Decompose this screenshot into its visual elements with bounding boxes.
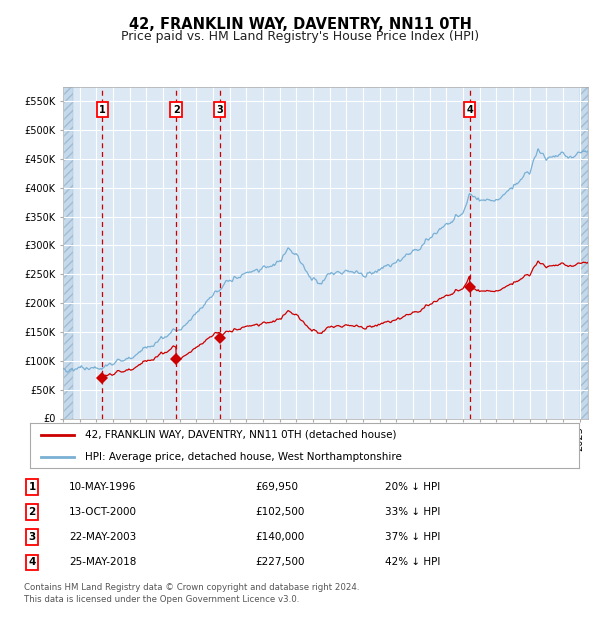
Bar <box>63 87 73 419</box>
Text: HPI: Average price, detached house, West Northamptonshire: HPI: Average price, detached house, West… <box>85 452 402 462</box>
Text: 2: 2 <box>28 507 36 517</box>
Text: 3: 3 <box>216 105 223 115</box>
Bar <box>63 87 73 419</box>
Text: £227,500: £227,500 <box>255 557 304 567</box>
Text: 42, FRANKLIN WAY, DAVENTRY, NN11 0TH: 42, FRANKLIN WAY, DAVENTRY, NN11 0TH <box>128 17 472 32</box>
Text: 3: 3 <box>28 532 36 542</box>
Text: 1: 1 <box>99 105 106 115</box>
Text: 4: 4 <box>28 557 36 567</box>
Bar <box>580 87 588 419</box>
Text: £140,000: £140,000 <box>255 532 304 542</box>
Text: 4: 4 <box>466 105 473 115</box>
Bar <box>580 87 588 419</box>
Text: £102,500: £102,500 <box>255 507 304 517</box>
Text: 33% ↓ HPI: 33% ↓ HPI <box>385 507 440 517</box>
Text: Contains HM Land Registry data © Crown copyright and database right 2024.
This d: Contains HM Land Registry data © Crown c… <box>24 583 359 604</box>
Text: 42% ↓ HPI: 42% ↓ HPI <box>385 557 440 567</box>
Text: Price paid vs. HM Land Registry's House Price Index (HPI): Price paid vs. HM Land Registry's House … <box>121 30 479 43</box>
Text: 42, FRANKLIN WAY, DAVENTRY, NN11 0TH (detached house): 42, FRANKLIN WAY, DAVENTRY, NN11 0TH (de… <box>85 430 397 440</box>
Text: 10-MAY-1996: 10-MAY-1996 <box>69 482 136 492</box>
Text: 22-MAY-2003: 22-MAY-2003 <box>69 532 136 542</box>
Text: 1: 1 <box>28 482 36 492</box>
Text: 20% ↓ HPI: 20% ↓ HPI <box>385 482 440 492</box>
Text: 25-MAY-2018: 25-MAY-2018 <box>69 557 136 567</box>
Text: 37% ↓ HPI: 37% ↓ HPI <box>385 532 440 542</box>
Text: 2: 2 <box>173 105 179 115</box>
Text: £69,950: £69,950 <box>255 482 298 492</box>
Text: 13-OCT-2000: 13-OCT-2000 <box>69 507 137 517</box>
